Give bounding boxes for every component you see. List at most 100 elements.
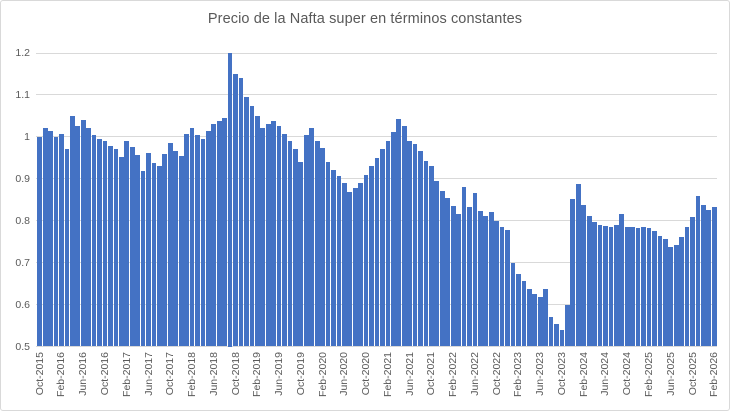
bar[interactable] — [189, 128, 195, 347]
bar[interactable] — [532, 294, 538, 347]
bar[interactable] — [695, 195, 701, 347]
bar[interactable] — [108, 145, 113, 347]
bar[interactable] — [613, 224, 619, 347]
bar[interactable] — [249, 105, 255, 347]
bar[interactable] — [450, 205, 456, 347]
bar[interactable] — [331, 169, 336, 347]
bar[interactable] — [423, 160, 429, 347]
bar[interactable] — [641, 226, 646, 347]
bar[interactable] — [575, 183, 581, 347]
bar[interactable] — [162, 154, 168, 347]
bar[interactable] — [499, 226, 505, 347]
bar[interactable] — [505, 229, 510, 347]
bar[interactable] — [630, 227, 636, 347]
bar[interactable] — [570, 198, 576, 347]
bar[interactable] — [173, 151, 179, 347]
bar[interactable] — [434, 180, 440, 347]
bar[interactable] — [494, 220, 500, 347]
bar[interactable] — [445, 197, 451, 347]
bar[interactable] — [554, 323, 559, 347]
bar[interactable] — [347, 192, 353, 347]
bar[interactable] — [260, 128, 266, 347]
bar[interactable] — [336, 175, 342, 347]
bar[interactable] — [140, 171, 146, 347]
bar[interactable] — [380, 149, 385, 347]
bar[interactable] — [124, 141, 130, 347]
bar[interactable] — [407, 141, 412, 347]
bar[interactable] — [216, 120, 222, 347]
bar[interactable] — [265, 124, 271, 347]
bar[interactable] — [673, 245, 679, 347]
bar[interactable] — [396, 119, 402, 347]
bar[interactable] — [293, 148, 298, 347]
bar[interactable] — [59, 133, 64, 347]
bar[interactable] — [418, 151, 423, 347]
bar[interactable] — [69, 115, 75, 347]
bar[interactable] — [184, 133, 189, 347]
bar[interactable] — [287, 141, 293, 347]
bar[interactable] — [178, 155, 184, 347]
bar[interactable] — [412, 144, 418, 347]
bar[interactable] — [53, 136, 59, 347]
bar[interactable] — [352, 188, 358, 347]
bar[interactable] — [603, 225, 608, 347]
bar[interactable] — [135, 155, 140, 347]
bar[interactable] — [42, 127, 48, 347]
bar[interactable] — [597, 224, 603, 347]
bar[interactable] — [548, 317, 554, 347]
bar[interactable] — [684, 227, 690, 347]
bar[interactable] — [483, 215, 489, 347]
bar[interactable] — [97, 138, 102, 347]
bar[interactable] — [461, 186, 467, 347]
bar[interactable] — [429, 166, 434, 347]
bar[interactable] — [341, 183, 347, 347]
bar[interactable] — [592, 222, 597, 347]
bar[interactable] — [624, 226, 630, 347]
bar[interactable] — [113, 149, 119, 347]
bar[interactable] — [86, 127, 92, 347]
bar[interactable] — [390, 131, 396, 347]
bar[interactable] — [254, 115, 260, 347]
bar[interactable] — [668, 246, 674, 347]
bar[interactable] — [439, 190, 445, 347]
bar[interactable] — [298, 162, 304, 347]
bar[interactable] — [657, 235, 663, 347]
bar[interactable] — [80, 120, 86, 347]
bar[interactable] — [537, 296, 543, 347]
bar[interactable] — [320, 148, 325, 347]
bar[interactable] — [516, 273, 521, 347]
bar[interactable] — [157, 166, 162, 347]
bar[interactable] — [690, 217, 695, 347]
bar[interactable] — [363, 174, 369, 347]
bar[interactable] — [238, 78, 244, 347]
bar[interactable] — [227, 53, 233, 347]
bar[interactable] — [151, 162, 157, 347]
bar[interactable] — [374, 157, 380, 347]
bar[interactable] — [222, 118, 228, 347]
bar[interactable] — [635, 228, 641, 347]
bar[interactable] — [521, 280, 527, 347]
bar[interactable] — [233, 73, 238, 347]
bar[interactable] — [679, 237, 684, 347]
bar[interactable] — [205, 130, 211, 347]
bar[interactable] — [477, 210, 483, 347]
bar[interactable] — [303, 134, 309, 347]
bar[interactable] — [309, 127, 315, 347]
bar[interactable] — [358, 182, 364, 347]
bar[interactable] — [619, 214, 625, 347]
bar[interactable] — [91, 135, 97, 347]
bar[interactable] — [510, 262, 516, 347]
bar[interactable] — [211, 124, 217, 347]
bar[interactable] — [102, 141, 108, 347]
bar[interactable] — [200, 138, 206, 347]
bar[interactable] — [559, 329, 565, 347]
bar[interactable] — [586, 215, 592, 347]
bar[interactable] — [526, 289, 532, 347]
bar[interactable] — [401, 125, 407, 347]
bar[interactable] — [543, 289, 548, 347]
bar[interactable] — [467, 207, 472, 347]
bar[interactable] — [167, 143, 173, 347]
bar[interactable] — [385, 141, 391, 347]
bar[interactable] — [75, 125, 81, 347]
bar[interactable] — [314, 141, 320, 347]
